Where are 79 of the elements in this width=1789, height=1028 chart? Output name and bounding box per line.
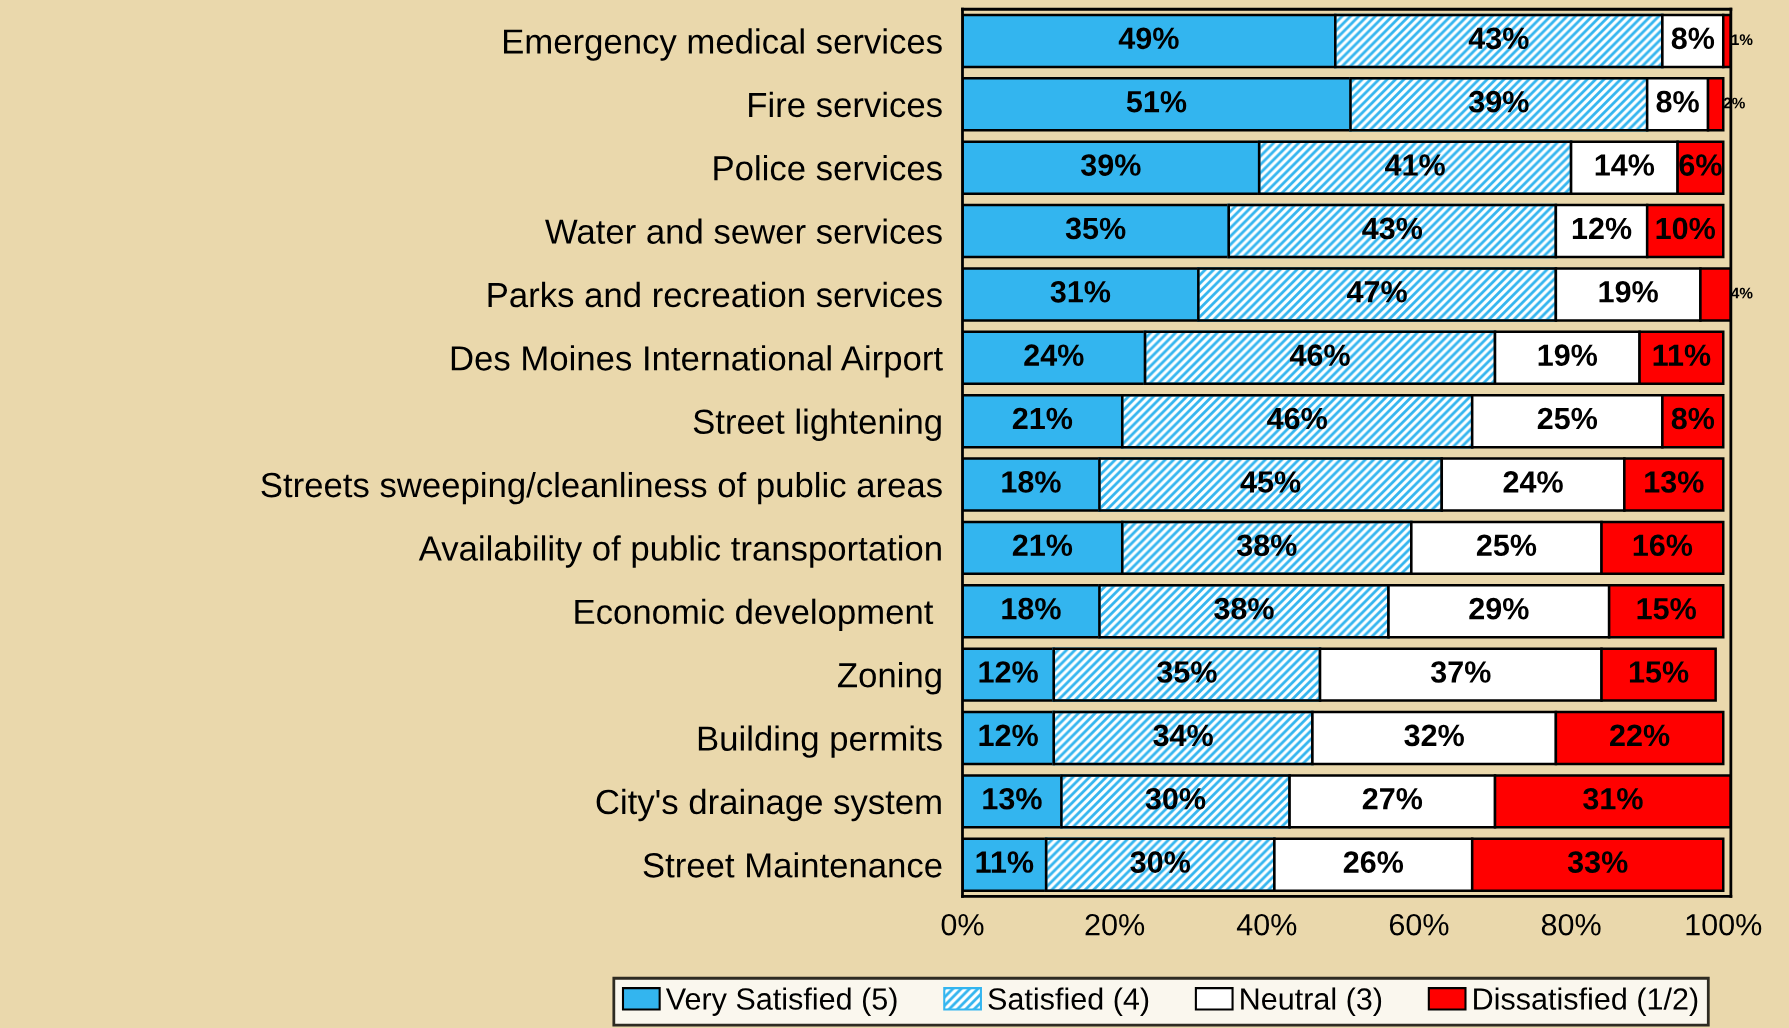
y-tick-label: Zoning xyxy=(837,662,941,695)
data-label: 8% xyxy=(1656,90,1699,113)
data-label: 51% xyxy=(1126,90,1187,113)
data-label: 46% xyxy=(1289,344,1350,366)
legend-label: Satisfied (4) xyxy=(988,987,1149,1016)
data-label: 25% xyxy=(1476,534,1537,557)
data-label: 24% xyxy=(1024,344,1084,366)
data-label: 43% xyxy=(1362,217,1423,240)
x-tick-label: 100% xyxy=(1686,913,1762,936)
data-label: 1% xyxy=(1731,34,1753,46)
data-label: 37% xyxy=(1430,661,1491,683)
data-label: 19% xyxy=(1538,344,1598,366)
data-label: 22% xyxy=(1610,724,1670,747)
data-label: 18% xyxy=(1002,471,1061,493)
x-tick-label: 20% xyxy=(1085,913,1145,936)
y-tick-label: Parks and recreation services xyxy=(488,281,942,308)
data-label: 12% xyxy=(979,724,1038,747)
data-label: 13% xyxy=(983,787,1042,810)
data-label: 30% xyxy=(1130,851,1191,873)
y-tick-label: Police services xyxy=(714,155,942,181)
data-label: 38% xyxy=(1214,597,1274,620)
data-label: 39% xyxy=(1080,154,1141,176)
y-tick-label: Economic development xyxy=(575,598,934,632)
data-label: 29% xyxy=(1469,597,1529,620)
y-tick-label: Emergency medical services xyxy=(504,28,942,61)
y-tick-label: Building permits xyxy=(698,725,942,758)
data-label: 11% xyxy=(1653,344,1711,366)
data-label: 41% xyxy=(1385,154,1445,176)
y-tick-label: Water and sewer services xyxy=(545,218,942,244)
data-label: 8% xyxy=(1671,407,1715,430)
y-tick-label: Availability of public transportation xyxy=(418,535,941,568)
legend-label: Neutral (3) xyxy=(1241,987,1382,1016)
data-label: 19% xyxy=(1599,280,1658,303)
legend-label: Dissatisfied (1/2) xyxy=(1474,987,1698,1016)
data-label: 39% xyxy=(1468,90,1529,113)
data-label: 4% xyxy=(1731,287,1753,299)
data-label: 49% xyxy=(1118,27,1179,50)
data-label: 47% xyxy=(1346,281,1407,303)
data-label: 43% xyxy=(1468,27,1529,50)
data-label: 35% xyxy=(1157,661,1217,683)
data-label: 33% xyxy=(1567,851,1628,873)
data-label: 12% xyxy=(979,661,1038,683)
data-label: 21% xyxy=(1012,534,1073,557)
data-label: 27% xyxy=(1362,787,1423,810)
data-label: 11% xyxy=(976,851,1034,873)
data-label: 24% xyxy=(1503,471,1563,493)
x-tick-label: 0% xyxy=(941,913,984,936)
data-label: 25% xyxy=(1537,407,1598,430)
data-label: 12% xyxy=(1572,217,1632,240)
y-tick-label: City's drainage system xyxy=(596,788,941,822)
data-label: 34% xyxy=(1153,724,1213,747)
data-label: 46% xyxy=(1267,407,1327,430)
data-label: 10% xyxy=(1656,217,1715,240)
data-label: 32% xyxy=(1404,724,1464,747)
y-tick-label: Streets sweeping/cleanliness of public areas xyxy=(261,471,942,505)
data-label: 18% xyxy=(1002,597,1061,620)
data-label: 31% xyxy=(1583,787,1643,810)
data-label: 26% xyxy=(1343,851,1404,873)
y-tick-label: Street Maintenance xyxy=(643,852,942,878)
data-label: 13% xyxy=(1645,471,1704,493)
data-label: 8% xyxy=(1671,27,1715,50)
data-label: 30% xyxy=(1145,787,1206,810)
y-tick-label: Street lightening xyxy=(693,408,941,441)
x-tick-label: 80% xyxy=(1541,913,1601,936)
y-tick-label: Fire services xyxy=(749,91,942,118)
data-label: 14% xyxy=(1595,154,1655,176)
data-label: 31% xyxy=(1050,280,1111,303)
y-tick-label: Des Moines International Airport xyxy=(451,345,943,378)
data-label: 6% xyxy=(1679,154,1722,176)
data-label: 16% xyxy=(1633,534,1693,557)
data-label: 15% xyxy=(1629,661,1689,683)
data-label: 35% xyxy=(1065,217,1126,240)
legend-label: Very Satisfied (5) xyxy=(665,987,897,1016)
data-label: 38% xyxy=(1236,534,1297,557)
x-tick-label: 60% xyxy=(1389,913,1449,936)
x-tick-label: 40% xyxy=(1236,913,1297,936)
data-label: 45% xyxy=(1240,471,1301,493)
data-label: 15% xyxy=(1637,597,1696,620)
data-label: 21% xyxy=(1012,407,1073,430)
